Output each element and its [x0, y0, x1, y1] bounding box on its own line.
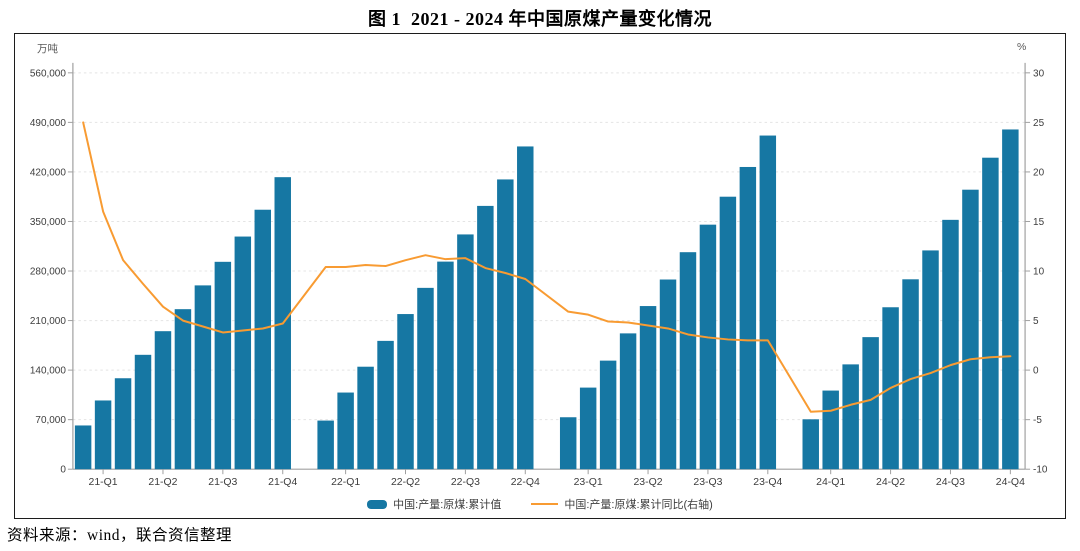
yoy-growth-trend-line: [82, 121, 1012, 413]
x-axis-tick-label: 23-Q4: [753, 477, 782, 488]
left-axis-tick-label: 490,000: [30, 118, 66, 129]
x-axis-tick-label: 22-Q2: [391, 477, 420, 488]
x-axis-tick-label: 23-Q1: [574, 477, 603, 488]
bar-series-swatch-icon: [367, 499, 388, 509]
bar-coal-cumulative-output: [337, 392, 354, 470]
bar-coal-cumulative-output: [517, 146, 534, 470]
right-axis-tick-label: -10: [1033, 465, 1048, 476]
left-axis-tick-label: 140,000: [30, 366, 66, 377]
bar-coal-cumulative-output: [822, 390, 839, 470]
x-axis-tick-label: 22-Q4: [511, 477, 540, 488]
right-axis-tick-label: 5: [1033, 316, 1039, 327]
bar-coal-cumulative-output: [234, 236, 252, 470]
bar-coal-cumulative-output: [579, 387, 597, 470]
bar-coal-cumulative-output: [659, 279, 677, 470]
bar-coal-cumulative-output: [759, 135, 777, 470]
bar-coal-cumulative-output: [317, 420, 334, 470]
left-axis-tick-label: 350,000: [30, 217, 66, 228]
bar-coal-cumulative-output: [194, 285, 212, 470]
x-axis-tick-label: 21-Q2: [148, 477, 177, 488]
left-axis-tick-label: 210,000: [30, 316, 66, 327]
x-axis-tick-label: 22-Q3: [451, 477, 480, 488]
bar-coal-cumulative-output: [982, 157, 999, 470]
right-axis-tick-label: 20: [1033, 167, 1045, 178]
line-series-swatch-icon: [531, 503, 559, 505]
bar-coal-cumulative-output: [619, 333, 637, 470]
x-axis-tick-label: 24-Q2: [876, 477, 905, 488]
right-axis-tick-label: 10: [1033, 267, 1045, 278]
x-axis-tick-label: 23-Q2: [633, 477, 662, 488]
right-axis-tick-label: 30: [1033, 68, 1045, 79]
bar-coal-cumulative-output: [134, 354, 152, 470]
bar-coal-cumulative-output: [699, 224, 717, 470]
legend-label-cumulative-output: 中国:产量:原煤:累计值: [393, 499, 502, 511]
x-axis-tick-label: 21-Q1: [89, 477, 118, 488]
x-axis-tick-label: 24-Q4: [996, 477, 1025, 488]
bar-coal-cumulative-output: [599, 360, 617, 470]
right-axis-tick-label: -5: [1033, 415, 1042, 426]
bar-coal-cumulative-output: [739, 166, 757, 470]
bar-coal-cumulative-output: [842, 364, 859, 470]
bar-coal-cumulative-output: [1002, 129, 1019, 470]
bar-coal-cumulative-output: [417, 287, 434, 470]
bar-coal-cumulative-output: [457, 234, 474, 470]
right-axis-tick-label: 15: [1033, 217, 1045, 228]
left-axis-tick-label: 420,000: [30, 167, 66, 178]
left-axis-tick-label: 70,000: [35, 415, 66, 426]
bar-coal-cumulative-output: [639, 306, 657, 470]
bar-coal-cumulative-output: [357, 366, 374, 470]
bar-coal-cumulative-output: [377, 340, 394, 470]
bar-coal-cumulative-output: [477, 205, 494, 470]
right-axis-tick-label: 25: [1033, 118, 1045, 129]
left-axis-tick-label: 560,000: [30, 68, 66, 79]
bar-coal-cumulative-output: [174, 309, 192, 470]
x-axis-tick-label: 23-Q3: [693, 477, 722, 488]
chart-legend: 中国:产量:原煤:累计值 中国:产量:原煤:累计同比(右轴): [15, 495, 1065, 513]
bar-coal-cumulative-output: [942, 219, 959, 470]
left-axis-tick-label: 280,000: [30, 267, 66, 278]
bar-coal-cumulative-output: [559, 417, 577, 470]
bar-coal-cumulative-output: [497, 179, 514, 470]
bar-coal-cumulative-output: [679, 252, 697, 470]
x-axis-tick-label: 22-Q1: [331, 477, 360, 488]
bar-coal-cumulative-output: [802, 419, 819, 470]
x-axis-tick-label: 21-Q4: [268, 477, 297, 488]
source-note: 资料来源：wind，联合资信整理: [7, 527, 233, 544]
bar-coal-cumulative-output: [902, 279, 919, 470]
bar-coal-cumulative-output: [397, 314, 414, 470]
bar-coal-cumulative-output: [74, 425, 92, 470]
right-axis-unit-label: %: [1017, 41, 1027, 53]
x-axis-tick-label: 24-Q1: [816, 477, 845, 488]
bar-coal-cumulative-output: [437, 261, 454, 470]
legend-item-cumulative-output: 中国:产量:原煤:累计值: [367, 496, 501, 512]
right-axis-tick-label: 0: [1033, 366, 1039, 377]
chart-title: 图 1 2021 - 2024 年中国原煤产量变化情况: [368, 9, 712, 29]
bar-coal-cumulative-output: [114, 378, 132, 470]
x-axis-tick-label: 21-Q3: [208, 477, 237, 488]
legend-item-yoy-growth: 中国:产量:原煤:累计同比(右轴): [531, 496, 713, 512]
bar-coal-cumulative-output: [154, 331, 172, 470]
bar-coal-cumulative-output: [922, 250, 939, 470]
x-axis-tick-label: 24-Q3: [936, 477, 965, 488]
coal-production-chart: 0 -10 70,000 -5 140,000 0 210,000 5 280,000 10 350…: [30, 62, 1048, 488]
bar-coal-cumulative-output: [719, 196, 737, 470]
bar-coal-cumulative-output: [214, 261, 232, 470]
chart-box: 0 -10 70,000 -5 140,000 0 210,000 5 280,000 10 350…: [14, 33, 1066, 519]
bar-coal-cumulative-output: [962, 189, 979, 470]
bar-coal-cumulative-output: [94, 400, 112, 470]
bar-coal-cumulative-output: [254, 209, 272, 470]
left-axis-unit-label: 万吨: [37, 43, 58, 55]
legend-label-yoy-growth: 中国:产量:原煤:累计同比(右轴): [564, 499, 713, 511]
left-axis-tick-label: 0: [60, 465, 66, 476]
bar-coal-cumulative-output: [862, 337, 879, 470]
